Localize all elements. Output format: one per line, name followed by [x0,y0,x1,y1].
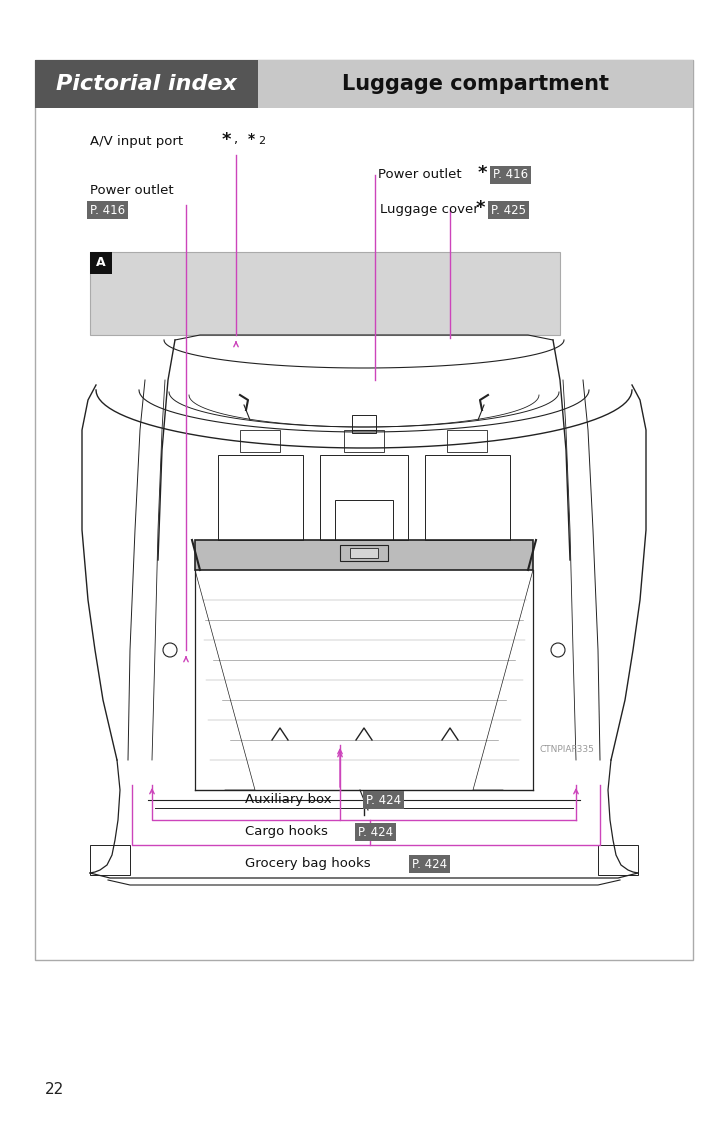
Bar [195,540,533,570]
Bar [320,455,408,540]
Bar [240,430,280,452]
Text: A: A [96,257,106,269]
Bar [350,548,378,558]
Text: CTNPIAF335: CTNPIAF335 [540,745,595,754]
Text: Power outlet: Power outlet [90,184,173,197]
Bar [218,455,303,540]
Text: *: * [222,131,232,149]
Bar [447,430,487,452]
Bar [90,252,560,336]
Bar [425,455,510,540]
Bar [90,844,130,875]
Text: 2: 2 [258,136,265,146]
Text: Grocery bag hooks: Grocery bag hooks [245,858,371,870]
Bar [352,415,376,434]
Bar [35,60,258,108]
Text: *: * [248,132,255,146]
Text: A/V input port: A/V input port [90,135,187,149]
Text: Cargo hooks: Cargo hooks [245,825,328,839]
Text: Power outlet: Power outlet [378,169,466,181]
Bar [35,60,693,960]
Text: 22: 22 [45,1082,65,1098]
Text: P. 424: P. 424 [358,825,393,839]
Text: Pictorial index: Pictorial index [56,74,237,93]
Bar [335,500,393,540]
Bar [90,252,112,274]
Text: P. 416: P. 416 [493,169,528,181]
Text: *: * [478,164,488,182]
Text: Luggage compartment: Luggage compartment [342,74,609,93]
Bar [344,430,384,452]
Text: ,: , [234,134,242,146]
Text: P. 424: P. 424 [366,794,401,806]
Text: P. 424: P. 424 [412,858,447,870]
Text: P. 416: P. 416 [90,204,125,216]
Bar [340,545,388,561]
Text: Luggage cover: Luggage cover [380,204,483,216]
Text: P. 425: P. 425 [491,204,526,216]
Text: Auxiliary box: Auxiliary box [245,794,332,806]
Text: *: * [476,199,486,217]
Bar [598,844,638,875]
Bar [258,60,693,108]
